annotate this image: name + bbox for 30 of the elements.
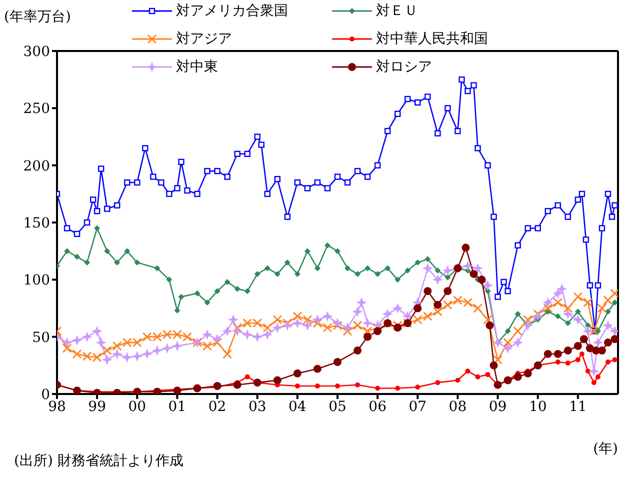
y-tick-label: 100 [23, 272, 50, 289]
legend-label: 対中東 [176, 58, 218, 76]
x-axis-title: (年) [593, 440, 618, 458]
text: (出所) 財務省統計より作成 [14, 452, 184, 470]
x-tick-label: 10 [528, 398, 547, 415]
x-tick-label: 98 [48, 398, 66, 415]
x-tick-label: 02 [208, 398, 226, 415]
y-tick-label: 0 [41, 386, 50, 403]
legend-label: 対ＥＵ [376, 2, 418, 20]
x-tick-label: 06 [368, 398, 387, 415]
x-tick-label: 01 [168, 398, 186, 415]
legend-label: 対アメリカ合衆国 [176, 2, 288, 20]
x-tick-label: 05 [328, 398, 346, 415]
legend-label: 対中華人民共和国 [376, 30, 488, 48]
y-tick-label: 150 [23, 215, 50, 232]
x-tick-label: 11 [569, 398, 587, 415]
y-tick-label: 50 [32, 330, 50, 346]
y-tick-label: 300 [23, 44, 50, 60]
x-tick-label: 08 [448, 398, 467, 415]
y-tick-label: 250 [23, 101, 50, 118]
x-tick-label: 07 [408, 398, 427, 415]
legend-label: 対ロシア [376, 58, 432, 76]
legend-label: 対アジア [176, 30, 232, 48]
y-axis-title: (年率万台) [4, 8, 71, 26]
x-tick-label: 99 [88, 398, 106, 415]
y-tick-label: 200 [23, 158, 50, 174]
x-tick-label: 03 [248, 398, 266, 415]
x-tick-label: 00 [128, 398, 146, 415]
x-tick-label: 09 [488, 398, 507, 415]
x-tick-label: 04 [288, 398, 306, 415]
